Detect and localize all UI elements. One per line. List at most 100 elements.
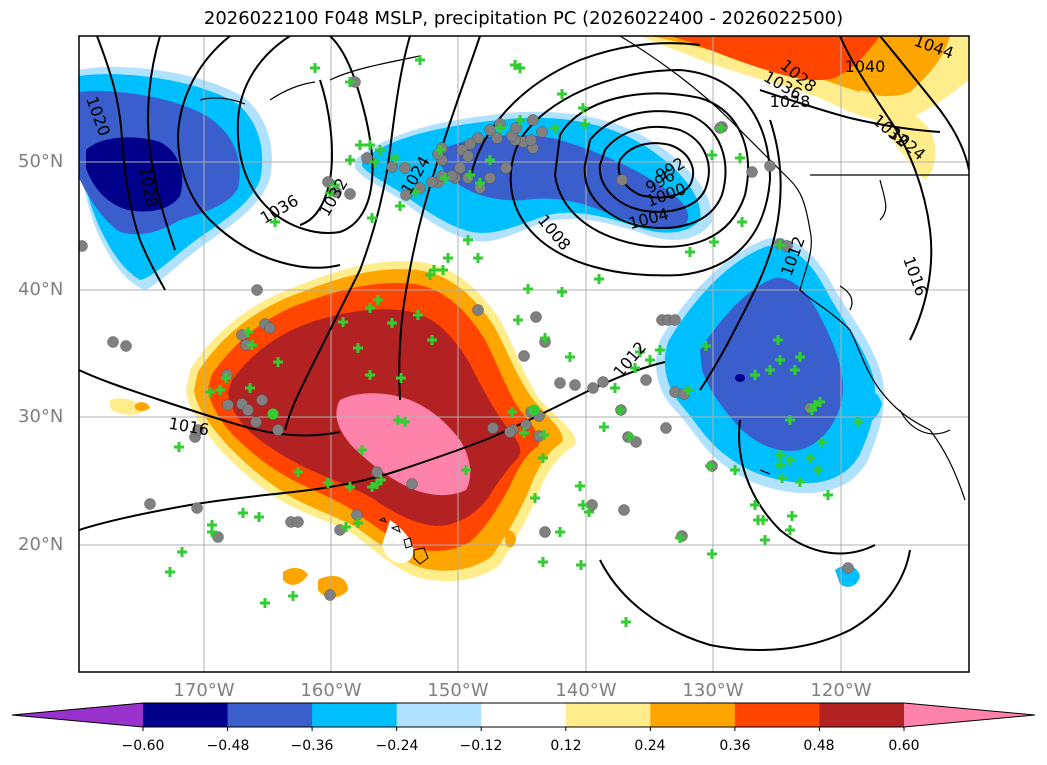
station-marker (426, 176, 438, 188)
station-marker (373, 295, 383, 305)
lon-label-130w: 130°W (682, 680, 744, 701)
isobar-label: 1028 (770, 92, 811, 111)
station-marker (795, 477, 805, 487)
station-marker (539, 526, 551, 538)
station-marker (238, 508, 248, 518)
station-marker (465, 170, 475, 180)
station-marker (817, 437, 827, 447)
station-marker (293, 467, 303, 477)
station-marker (357, 445, 367, 455)
station-marker (815, 397, 825, 407)
station-marker (472, 304, 484, 316)
station-marker (375, 145, 385, 155)
station-marker (621, 617, 631, 627)
colorbar-tick-label: 0.48 (803, 738, 835, 754)
map-title: 2026022100 F048 MSLP, precipitation PC (… (203, 8, 844, 29)
station-marker (580, 119, 590, 129)
station-marker (550, 123, 560, 133)
station-marker (660, 422, 672, 434)
lon-label-160w: 160°W (300, 680, 362, 701)
station-marker (310, 63, 320, 73)
station-marker (705, 461, 715, 471)
station-marker (787, 511, 797, 521)
station-marker (764, 160, 776, 172)
station-marker (746, 166, 758, 178)
station-marker (484, 172, 496, 184)
station-marker (527, 114, 539, 126)
station-marker (730, 465, 740, 475)
station-marker (365, 370, 375, 380)
station-marker (344, 188, 356, 200)
station-marker (709, 237, 719, 247)
positive-anomaly-central (186, 261, 576, 582)
station-marker (538, 557, 548, 567)
station-marker (785, 525, 795, 535)
station-marker (376, 475, 386, 485)
station-marker (807, 405, 817, 415)
isobar-label: 1040 (845, 57, 886, 76)
station-marker (594, 274, 604, 284)
station-marker (507, 407, 517, 417)
station-marker (597, 376, 609, 388)
lat-label-20n: 20°N (18, 534, 64, 555)
negative-anomaly-nw (79, 67, 272, 290)
station-marker (427, 335, 437, 345)
station-marker (353, 518, 363, 528)
station-marker (365, 140, 375, 150)
station-marker (777, 473, 787, 483)
station-marker (462, 150, 474, 162)
station-marker (174, 442, 184, 452)
colorbar-segment (227, 703, 313, 727)
station-marker (707, 549, 717, 559)
station-marker (775, 450, 785, 460)
station-marker (760, 535, 770, 545)
station-marker (500, 162, 512, 174)
station-marker (464, 138, 476, 150)
station-marker (842, 562, 854, 574)
station-marker (701, 341, 711, 351)
colorbar-tick-label: −0.48 (206, 738, 250, 754)
station-marker (683, 385, 693, 395)
colorbar-extend-left (12, 703, 143, 727)
station-marker (472, 132, 484, 144)
lon-label-170w: 170°W (173, 680, 235, 701)
station-marker (775, 355, 785, 365)
station-marker (345, 155, 355, 165)
station-marker (554, 377, 566, 389)
colorbar-tick-label: −0.36 (290, 738, 334, 754)
station-marker (515, 63, 525, 73)
station-marker (386, 161, 398, 173)
coastlines (199, 36, 969, 501)
station-marker (707, 150, 717, 160)
colorbar-segment (734, 703, 820, 727)
station-marker (576, 560, 586, 570)
station-marker (615, 405, 625, 415)
station-marker (463, 235, 473, 245)
station-marker (510, 60, 520, 70)
station-marker (273, 357, 283, 367)
station-marker (625, 432, 635, 442)
station-marker (735, 153, 745, 163)
station-marker (254, 512, 264, 522)
station-marker (669, 314, 681, 326)
station-marker (578, 103, 588, 113)
lon-label-150w: 150°W (427, 680, 489, 701)
colorbar-tick-label: −0.24 (375, 738, 419, 754)
station-marker (324, 589, 336, 601)
station-marker (429, 265, 439, 275)
station-marker (443, 253, 453, 263)
station-marker (415, 55, 425, 65)
station-marker (519, 428, 529, 438)
station-marker (518, 350, 530, 362)
colorbar-segment (819, 703, 905, 727)
station-marker (785, 415, 795, 425)
station-marker (177, 547, 187, 557)
station-marker (475, 178, 485, 188)
station-marker (338, 317, 348, 327)
station-marker (473, 253, 483, 263)
station-marker (785, 455, 795, 465)
station-marker (790, 365, 800, 375)
station-marker (355, 140, 365, 150)
station-marker (539, 430, 549, 440)
station-marker (245, 383, 255, 393)
